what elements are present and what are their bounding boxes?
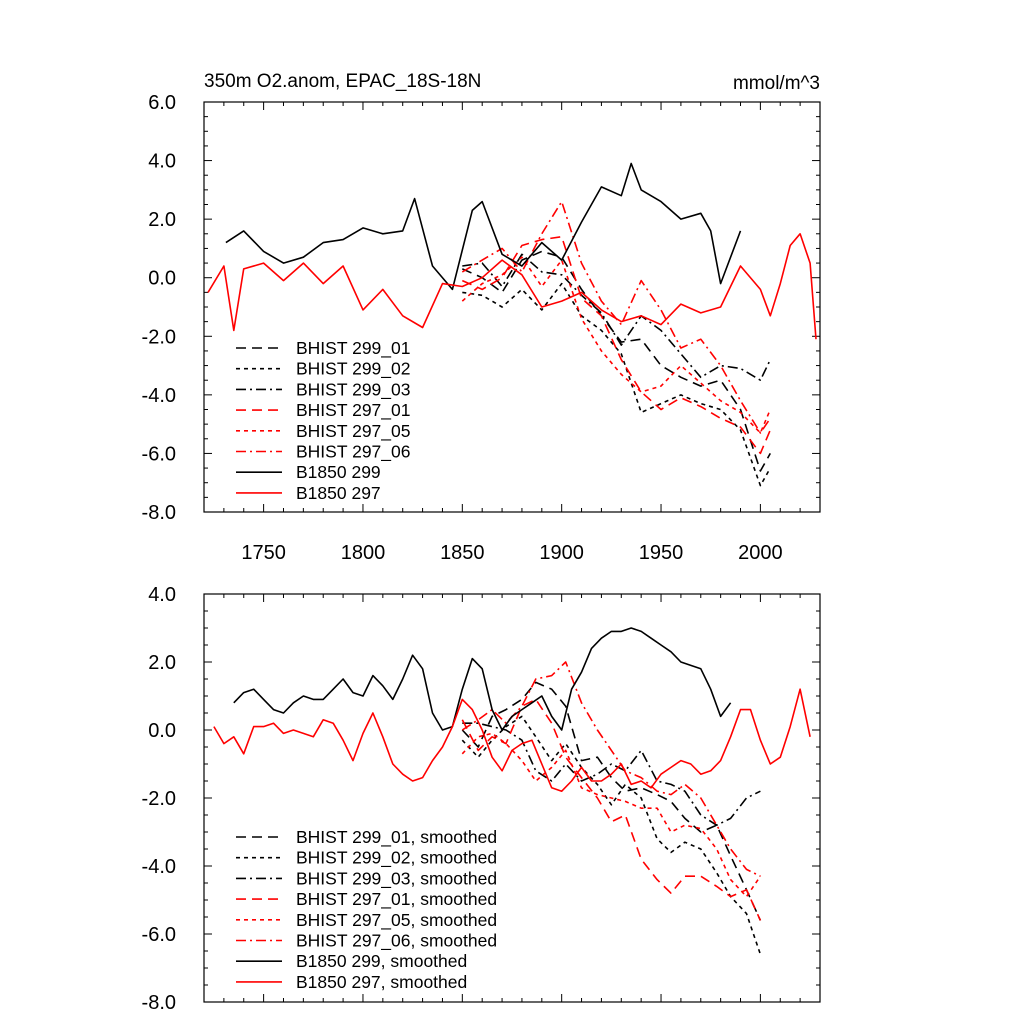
x-tick-label: 1800 <box>341 542 386 564</box>
series-line-bhist-297-06 <box>461 200 771 434</box>
y-tick-label: 2.0 <box>148 652 176 674</box>
series-line-bhist-299-01-smoothed <box>461 681 762 921</box>
x-tick-label: 1750 <box>241 542 286 564</box>
legend-label: BHIST 297_05 <box>296 421 410 442</box>
series-line-bhist-297-05-smoothed <box>461 732 762 898</box>
legend-label: BHIST 297_06 <box>296 442 410 463</box>
chart-units: mmol/m^3 <box>733 73 820 94</box>
chart-top: 350m O2.anom, EPAC_18S-18N mmol/m^3 6.0 4… <box>142 71 821 564</box>
legend-label: B1850 299 <box>296 462 381 482</box>
series-line-bhist-299-01 <box>461 250 771 472</box>
series-line-bhist-299-03 <box>462 253 772 381</box>
series-line-bhist-299-02-smoothed <box>461 715 762 955</box>
legend-label: BHIST 299_01, smoothed <box>296 827 497 848</box>
legend-label: BHIST 299_03 <box>296 379 410 400</box>
y-tick-label: -2.0 <box>142 788 176 810</box>
series-line-b1850-297 <box>207 233 817 340</box>
y-tick-label: 0.0 <box>148 268 176 290</box>
legend-label: BHIST 299_02 <box>296 359 410 380</box>
legend-label: BHIST 299_02, smoothed <box>296 848 497 869</box>
series-line-bhist-297-06-smoothed <box>461 661 761 877</box>
x-tick-label: 1850 <box>440 542 485 564</box>
y-tick-label: -4.0 <box>142 856 176 878</box>
series-line-b1850-297-smoothed <box>213 688 811 792</box>
series-group <box>207 162 817 487</box>
series-line-bhist-299-03-smoothed <box>462 722 761 826</box>
series-line-bhist-297-01 <box>461 235 772 455</box>
y-tick-label: -6.0 <box>142 443 176 465</box>
x-tick-label: 2000 <box>738 542 783 564</box>
legend-label: BHIST 297_05, smoothed <box>296 910 497 931</box>
legend-label: BHIST 299_03, smoothed <box>296 868 497 889</box>
y-tick-label: 6.0 <box>148 92 176 114</box>
series-line-b1850-299 <box>225 162 742 291</box>
chart-title: 350m O2.anom, EPAC_18S-18N <box>204 71 481 92</box>
x-tick-label: 1900 <box>539 542 584 564</box>
series-line-b1850-299-smoothed <box>233 627 732 731</box>
legend-label: B1850 299, smoothed <box>296 951 467 971</box>
y-tick-label: -8.0 <box>142 992 176 1014</box>
legend-label: BHIST 297_01, smoothed <box>296 889 497 910</box>
y-tick-label: -6.0 <box>142 924 176 946</box>
y-tick-label: 4.0 <box>148 584 176 606</box>
y-tick-label: -4.0 <box>142 385 176 407</box>
legend-label: B1850 297, smoothed <box>296 972 467 992</box>
chart-bottom: 4.0 2.0 0.0 -2.0 -4.0 -6.0 -8.0 BHIST 299_01, s… <box>142 584 821 1014</box>
y-tick-label: 4.0 <box>148 151 176 173</box>
x-tick-label: 1950 <box>639 542 684 564</box>
series-line-bhist-299-02 <box>462 282 771 487</box>
series-line-bhist-297-01-smoothed <box>461 698 762 921</box>
legend-label: BHIST 297_01 <box>296 400 410 421</box>
y-tick-label: 2.0 <box>148 209 176 231</box>
legend-label: B1850 297 <box>296 483 381 503</box>
y-tick-label: -8.0 <box>142 502 176 524</box>
legend-label: BHIST 297_06, smoothed <box>296 931 497 952</box>
series-line-bhist-297-05 <box>461 256 772 434</box>
series-group <box>213 627 811 955</box>
y-tick-label: 0.0 <box>148 720 176 742</box>
y-tick-label: -2.0 <box>142 326 176 348</box>
legend-label: BHIST 299_01 <box>296 338 410 359</box>
